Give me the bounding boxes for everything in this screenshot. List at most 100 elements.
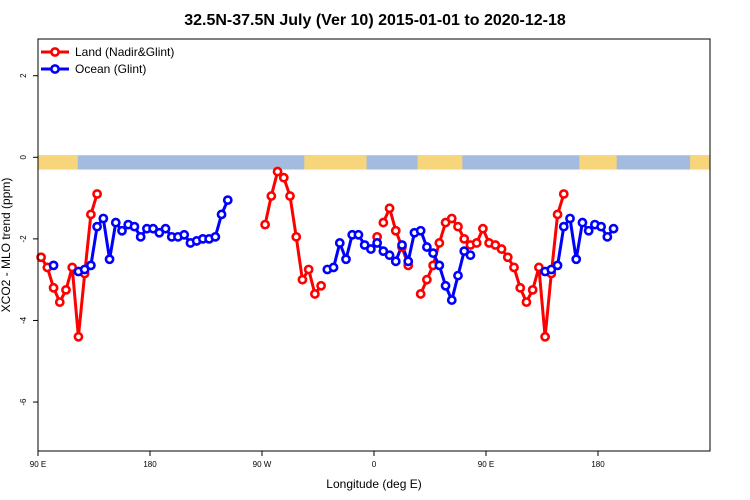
land-data-point xyxy=(85,209,96,220)
ocean-data-point xyxy=(397,240,407,250)
land-data-point xyxy=(291,231,302,242)
y-axis: 2 0 -2 -4 -6 xyxy=(19,73,38,406)
land-data-point xyxy=(297,274,308,285)
land-data-point xyxy=(309,289,320,299)
land-data-point xyxy=(527,284,538,295)
land-strip-segment xyxy=(417,155,463,170)
ocean-data-point xyxy=(415,225,426,236)
land-data-point xyxy=(378,217,389,228)
land-data-point xyxy=(421,274,432,285)
land-series-line xyxy=(263,170,323,296)
ocean-strip xyxy=(38,155,710,170)
legend: Land (Nadir&Glint) Ocean (Glint) xyxy=(41,45,174,76)
ocean-data-point xyxy=(179,229,190,240)
land-data-point xyxy=(496,244,507,254)
land-strip-segment xyxy=(38,155,78,170)
ocean-data-point xyxy=(341,254,351,265)
land-data-point xyxy=(446,213,457,224)
y-tick-label: -2 xyxy=(19,235,28,243)
y-tick-label: -4 xyxy=(19,316,28,324)
x-tick-label: 0 xyxy=(372,460,377,469)
land-data-point xyxy=(92,189,103,199)
ocean-data-point xyxy=(428,248,439,259)
land-data-point xyxy=(509,262,519,273)
x-axis: 90 E 180 90 W 0 90 E 180 xyxy=(30,451,605,469)
ocean-data-point xyxy=(583,225,594,236)
ocean-data-point xyxy=(384,250,395,261)
ocean-data-point xyxy=(328,262,339,273)
ocean-data-point xyxy=(110,217,121,228)
land-data-point xyxy=(471,238,482,248)
land-data-point xyxy=(272,166,283,177)
y-tick-label: 2 xyxy=(19,73,28,78)
land-data-point xyxy=(558,189,569,199)
land-data-point xyxy=(278,172,289,183)
ocean-data-point xyxy=(440,280,451,291)
ocean-data-point xyxy=(104,254,115,265)
land-strip-segment xyxy=(579,155,617,170)
ocean-data-point xyxy=(596,221,607,232)
y-tick-label: 0 xyxy=(19,155,28,160)
ocean-data-point xyxy=(372,238,383,248)
land-data-point xyxy=(390,225,401,236)
ocean-data-point xyxy=(210,231,221,242)
ocean-data-point xyxy=(465,250,476,261)
ocean-data-point xyxy=(552,260,563,271)
ocean-legend-marker xyxy=(50,64,60,74)
ocean-data-point xyxy=(98,213,109,224)
y-tick-label: -6 xyxy=(19,398,28,406)
ocean-data-point xyxy=(390,256,401,267)
land-data-point xyxy=(266,191,277,201)
ocean-data-point xyxy=(558,221,569,232)
land-strip-segment xyxy=(304,155,367,170)
x-tick-label: 90 E xyxy=(30,460,46,469)
y-axis-label: XCO2 - MLO trend (ppm) xyxy=(0,178,13,313)
land-data-point xyxy=(303,264,314,275)
ocean-data-point xyxy=(453,270,463,281)
land-strip-segment xyxy=(690,155,710,170)
land-legend-marker xyxy=(50,47,60,57)
land-data-point xyxy=(73,331,84,342)
land-data-point xyxy=(54,297,65,308)
land-data-point xyxy=(502,252,513,263)
ocean-data-point xyxy=(117,225,127,236)
ocean-data-point xyxy=(434,260,445,271)
land-data-point xyxy=(552,209,563,220)
land-data-point xyxy=(316,280,327,291)
ocean-data-point xyxy=(608,223,619,234)
land-series-line xyxy=(39,193,99,339)
ocean-data-point xyxy=(222,195,233,206)
land-data-point xyxy=(521,297,532,308)
ocean-data-point xyxy=(421,242,432,252)
x-tick-label: 180 xyxy=(143,460,157,469)
land-legend-label: Land (Nadir&Glint) xyxy=(75,45,174,59)
ocean-legend-label: Ocean (Glint) xyxy=(75,62,146,76)
ocean-data-point xyxy=(216,209,227,220)
ocean-data-point xyxy=(160,223,171,234)
land-data-point xyxy=(459,233,470,244)
ocean-data-point xyxy=(353,229,364,240)
ocean-data-point xyxy=(48,260,59,271)
ocean-data-point xyxy=(85,260,96,271)
land-data-point xyxy=(540,331,551,342)
x-tick-label: 90 E xyxy=(478,460,494,469)
land-data-point xyxy=(415,289,426,299)
land-data-point xyxy=(384,203,395,214)
land-data-point xyxy=(477,223,488,234)
ocean-data-point xyxy=(565,213,575,224)
land-data-point xyxy=(515,282,526,293)
land-data-point xyxy=(434,238,445,248)
series-lines xyxy=(39,170,615,339)
x-tick-label: 90 W xyxy=(253,460,272,469)
land-data-point xyxy=(453,221,463,232)
ocean-data-point xyxy=(135,231,146,242)
land-data-point xyxy=(285,191,295,201)
land-data-point xyxy=(36,252,47,263)
land-data-point xyxy=(260,219,271,230)
series-points xyxy=(36,166,619,342)
ocean-data-point xyxy=(577,217,588,228)
ocean-data-point xyxy=(92,221,103,232)
ocean-data-point xyxy=(602,231,613,242)
x-tick-label: 180 xyxy=(591,460,605,469)
ocean-data-point xyxy=(446,295,457,305)
